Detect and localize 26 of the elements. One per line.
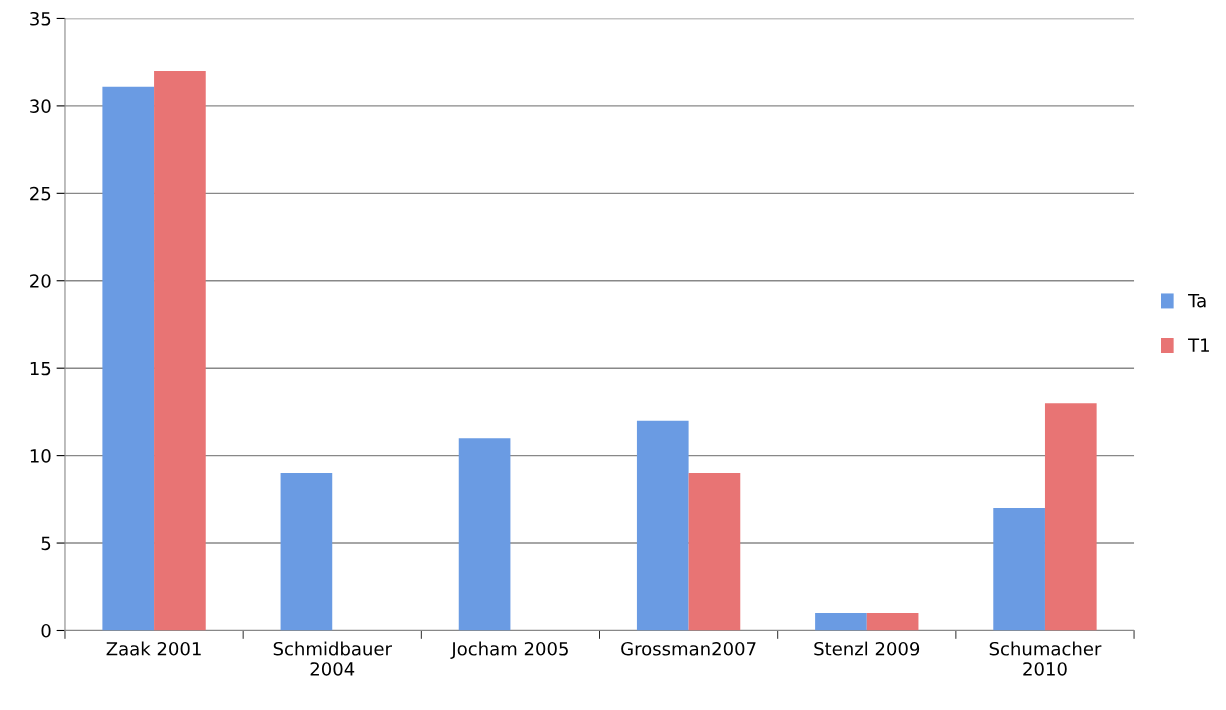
bar [688, 473, 741, 631]
bar [1044, 403, 1097, 631]
bar [102, 86, 155, 631]
y-tick-label: 30 [30, 99, 51, 114]
y-tick-label: 5 [41, 536, 51, 551]
y-tick-label: 10 [30, 449, 51, 463]
x-tick-label: Stenzl 2009 [814, 641, 920, 656]
bar [815, 612, 867, 631]
x-tick-label: Jocham 2005 [450, 641, 568, 659]
y-tick-label: 0 [41, 623, 51, 638]
y-tick-label: 20 [30, 274, 51, 288]
bar [866, 612, 919, 631]
x-tick-label: Schmidbauer 2004 [273, 641, 392, 676]
y-tick-label: 25 [30, 186, 51, 201]
bar [636, 420, 689, 631]
x-tick-label: Zaak 2001 [106, 641, 201, 656]
legend-label: Ta [1188, 294, 1206, 308]
bar [458, 438, 511, 631]
x-tick-label: Schumacher 2010 [989, 641, 1102, 676]
bar [280, 473, 333, 631]
y-tick-label: 35 [30, 11, 51, 26]
x-tick-label: Grossman2007 [621, 641, 756, 656]
bar [993, 508, 1045, 631]
y-tick-label: 15 [30, 361, 51, 376]
bar [154, 70, 206, 631]
legend-label: T1 [1188, 338, 1209, 352]
